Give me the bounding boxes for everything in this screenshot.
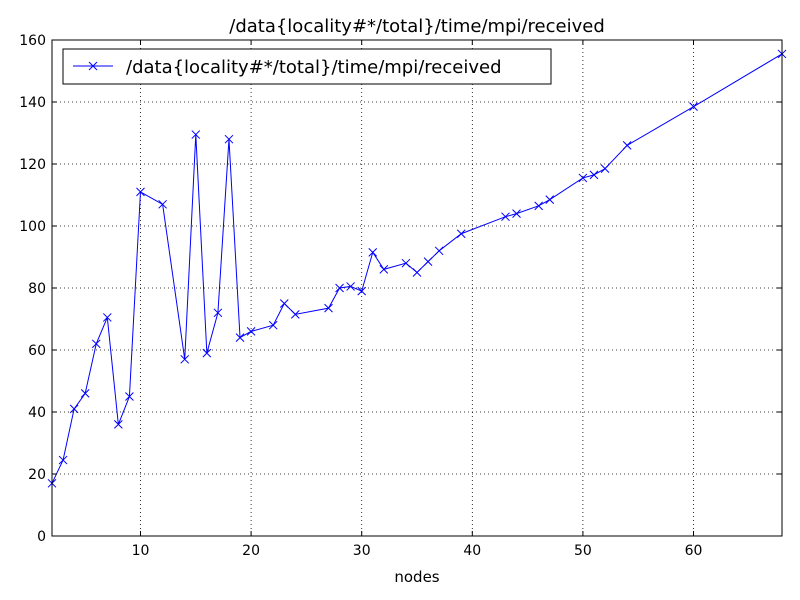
x-tick-label: 50 — [574, 543, 592, 559]
data-point-marker — [290, 309, 300, 319]
data-point-marker — [545, 195, 555, 205]
data-point-marker — [456, 229, 466, 239]
chart-title: /data{locality#*/total}/time/mpi/receive… — [229, 16, 605, 37]
data-point-marker — [125, 392, 134, 401]
data-point-marker — [324, 303, 333, 313]
data-point-marker — [102, 313, 112, 322]
axes-ticks: 10 20 30 40 50 60 0 20 40 60 80 100 120 140 160 — [19, 33, 782, 559]
data-point-marker — [246, 327, 256, 336]
data-point-marker — [114, 420, 123, 429]
data-point-marker — [224, 134, 234, 144]
y-tick-label: 20 — [28, 467, 46, 483]
legend-entry-label: /data{locality#*/total}/time/mpi/receive… — [126, 57, 502, 78]
x-tick-label: 10 — [132, 543, 150, 559]
data-point-marker — [534, 201, 544, 211]
data-point-marker — [202, 348, 212, 358]
x-tick-label: 40 — [463, 543, 481, 559]
data-point-marker — [434, 246, 444, 256]
data-point-marker — [501, 212, 510, 222]
legend-box — [62, 48, 552, 85]
y-tick-label: 40 — [28, 405, 46, 421]
x-tick-label: 60 — [685, 543, 703, 559]
data-point-marker — [600, 164, 610, 174]
data-point-marker — [512, 209, 521, 218]
y-tick-label: 0 — [37, 529, 46, 545]
data-point-marker — [401, 258, 411, 268]
y-tick-label: 60 — [28, 343, 46, 359]
data-point-marker — [689, 102, 698, 112]
data-point-marker — [346, 282, 355, 291]
x-tick-label: 30 — [353, 543, 371, 559]
plot-area — [47, 49, 787, 488]
data-point-marker — [180, 354, 190, 364]
x-axis-label: nodes — [394, 568, 439, 586]
data-point-marker — [423, 257, 433, 267]
y-tick-label: 80 — [28, 281, 46, 297]
data-point-marker — [412, 268, 422, 277]
data-point-marker — [69, 404, 79, 414]
data-point-marker — [379, 265, 389, 274]
x-tick-label: 20 — [242, 543, 260, 559]
data-point-marker — [357, 286, 367, 296]
data-point-marker — [622, 141, 632, 150]
data-point-marker — [136, 187, 145, 197]
data-point-marker — [279, 299, 289, 308]
legend: /data{locality#*/total}/time/mpi/receive… — [62, 48, 552, 85]
data-point-marker — [158, 199, 167, 209]
data-point-marker — [268, 320, 278, 330]
y-tick-label: 120 — [19, 157, 46, 173]
data-point-marker — [578, 173, 588, 183]
legend-marker-x-icon — [88, 61, 98, 71]
data-point-marker — [368, 247, 378, 257]
data-point-marker — [335, 283, 344, 293]
y-tick-label: 100 — [19, 219, 46, 235]
grid — [52, 40, 782, 536]
data-point-marker — [213, 308, 223, 318]
data-point-marker — [235, 333, 245, 342]
y-tick-label: 160 — [19, 33, 46, 49]
data-point-marker — [58, 455, 68, 465]
data-point-marker — [589, 170, 599, 180]
data-point-marker — [91, 339, 101, 349]
y-tick-label: 140 — [19, 95, 46, 111]
data-point-marker — [80, 389, 90, 398]
data-point-marker — [191, 130, 201, 139]
